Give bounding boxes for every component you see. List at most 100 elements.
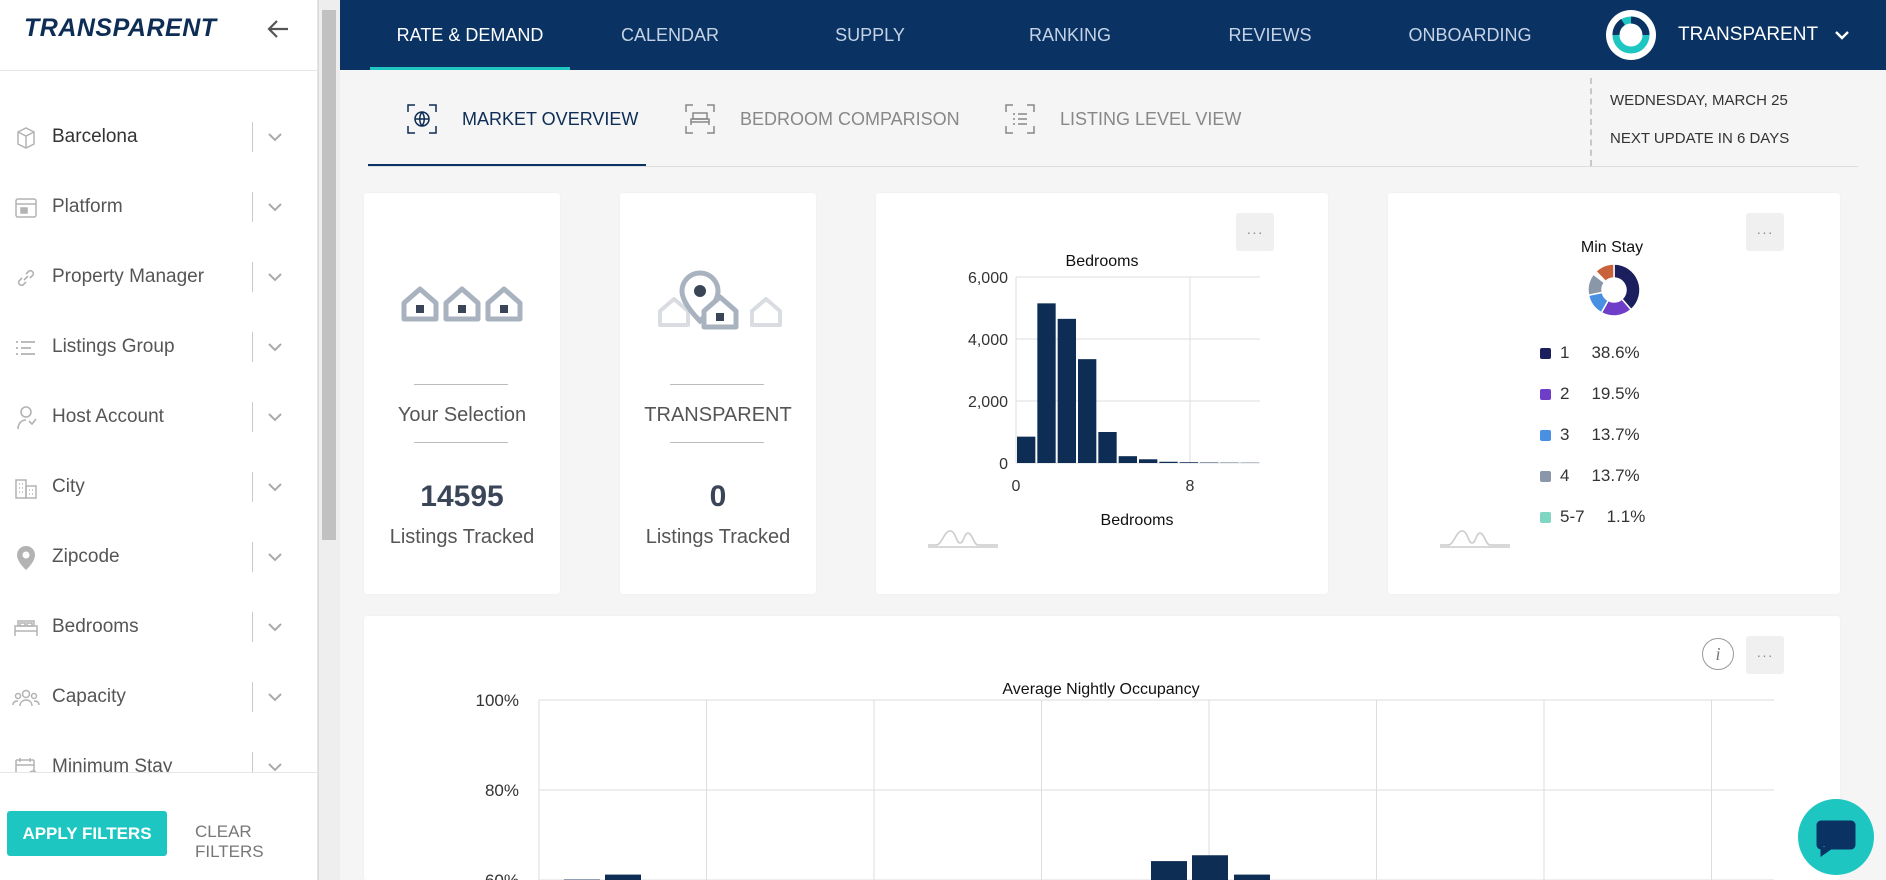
filter-bedrooms[interactable]: Bedrooms [0, 592, 318, 662]
tab-calendar[interactable]: CALENDAR [620, 24, 720, 45]
apply-filters-button[interactable]: APPLY FILTERS [7, 811, 167, 856]
sidebar-footer-divider [0, 772, 318, 773]
card-divider [414, 384, 508, 385]
user-icon [12, 406, 40, 430]
legend-swatch [1540, 470, 1551, 482]
filter-separator [252, 472, 253, 502]
filter-platform[interactable]: Platform [0, 172, 318, 242]
legend-item[interactable]: 1 38.6% [1540, 341, 1640, 365]
chat-button[interactable] [1798, 799, 1874, 875]
chevron-down-icon[interactable] [266, 618, 284, 636]
region-icon [12, 126, 40, 150]
scrollbar-thumb[interactable] [322, 10, 336, 540]
chevron-down-icon[interactable] [266, 758, 284, 772]
tab-listing-level-view[interactable]: LISTING LEVEL VIEW [1004, 100, 1241, 138]
filter-barcelona[interactable]: Barcelona [0, 102, 318, 172]
legend-item[interactable]: 4 13.7% [1540, 464, 1640, 488]
tab-bedroom-comparison[interactable]: BEDROOM COMPARISON [684, 100, 960, 138]
listings-count: 14595 [420, 480, 504, 513]
x-tick-label: 0 [1012, 478, 1021, 495]
x-axis-label: Bedrooms [1101, 512, 1174, 529]
occupancy-chart: Average Nightly Occupancy 100% 80% 60% [476, 681, 1774, 880]
y-tick-label: 0 [999, 456, 1008, 473]
filter-label: Zipcode [52, 546, 120, 567]
bar[interactable] [1139, 459, 1158, 463]
tab-onboarding[interactable]: ONBOARDING [1408, 24, 1532, 45]
tab-market-overview[interactable]: MARKET OVERVIEW [406, 100, 638, 138]
legend-item[interactable]: 5-7 1.1% [1540, 505, 1645, 529]
distribution-icon [1440, 530, 1510, 548]
bar[interactable] [1234, 874, 1270, 880]
houses-icon [401, 286, 523, 322]
chart-menu-button[interactable]: ··· [1236, 213, 1274, 251]
chart-title: Min Stay [1581, 239, 1643, 256]
legend-label: 5-7 [1560, 507, 1585, 526]
min-stay-chart-card: ··· Min Stay 1 38.6% 2 19.5% 3 13.7% 4 13.7% 5-7… [1388, 193, 1840, 594]
tab-reviews[interactable]: REVIEWS [1228, 24, 1312, 45]
listings-tracked-label: Listings Tracked [389, 526, 535, 548]
card-divider [414, 442, 508, 443]
account-name: TRANSPARENT [1678, 24, 1819, 45]
bar[interactable] [1159, 461, 1178, 463]
filter-separator [252, 542, 253, 572]
legend-item[interactable]: 8-301.1% [1540, 546, 1655, 547]
bar[interactable] [1179, 462, 1198, 463]
occupancy-chart-card: i ··· Average Nightly Occupancy 100% 80% 60… [364, 616, 1840, 880]
bedrooms-chart-card: ··· 0 2,000 4,000 6,000 0 8 Bedrooms Bedrooms [876, 193, 1328, 594]
chevron-down-icon[interactable] [266, 198, 284, 216]
filter-zipcode[interactable]: Zipcode [0, 522, 318, 592]
bed-icon [12, 616, 40, 640]
chart-menu-button[interactable]: ··· [1746, 213, 1784, 251]
legend-value: 13.7% [1591, 425, 1640, 444]
bar[interactable] [1151, 861, 1187, 880]
sub-navigation: MARKET OVERVIEW BEDROOM COMPARISON LISTI… [368, 70, 1858, 168]
chevron-down-icon[interactable] [266, 268, 284, 286]
filter-city[interactable]: City [0, 452, 318, 522]
filter-capacity[interactable]: Capacity [0, 662, 318, 732]
bar[interactable] [605, 874, 641, 880]
legend-value: 19.5% [1591, 384, 1640, 403]
tab-ranking[interactable]: RANKING [1028, 24, 1111, 45]
bar[interactable] [1118, 456, 1137, 463]
chevron-down-icon[interactable] [266, 128, 284, 146]
chevron-down-icon[interactable] [266, 548, 284, 566]
y-tick-label: 80% [485, 781, 519, 800]
bar[interactable] [1078, 359, 1097, 463]
pie-slice[interactable] [1594, 263, 1615, 283]
account-menu[interactable]: TRANSPARENT [1606, 0, 1850, 70]
bar[interactable] [1037, 303, 1056, 463]
bar[interactable] [1098, 432, 1117, 463]
tab-supply[interactable]: SUPPLY [835, 24, 905, 45]
chevron-down-icon[interactable] [266, 688, 284, 706]
card-divider [670, 442, 764, 443]
filter-property-manager[interactable]: Property Manager [0, 242, 318, 312]
legend-label: 2 [1560, 384, 1570, 403]
legend-swatch [1540, 347, 1551, 359]
app-logo: TRANSPARENT [24, 14, 217, 42]
legend-item[interactable]: 2 19.5% [1540, 382, 1640, 406]
filter-minimum-stay[interactable]: Minimum Stay [0, 732, 318, 772]
info-icon[interactable]: i [1702, 638, 1734, 670]
filter-separator [252, 192, 253, 222]
collapse-sidebar-button[interactable] [264, 14, 292, 44]
chevron-down-icon[interactable] [266, 408, 284, 426]
tab-rate-demand[interactable]: RATE & DEMAND [370, 0, 570, 70]
filter-listings-group[interactable]: Listings Group [0, 312, 318, 382]
chart-title: Average Nightly Occupancy [1002, 681, 1199, 698]
top-navigation: RATE & DEMAND CALENDAR SUPPLY RANKING RE… [340, 0, 1886, 70]
card-title: TRANSPARENT [644, 404, 792, 426]
legend-item[interactable]: 3 13.7% [1540, 423, 1640, 447]
x-tick-label: 8 [1186, 478, 1195, 495]
chart-menu-button[interactable]: ··· [1746, 636, 1784, 674]
clear-filters-button[interactable]: CLEAR FILTERS [195, 822, 264, 861]
chevron-down-icon[interactable] [266, 478, 284, 496]
filter-host-account[interactable]: Host Account [0, 382, 318, 452]
bar[interactable] [1057, 318, 1076, 463]
bar[interactable] [1017, 436, 1036, 463]
filter-label: City [52, 476, 85, 497]
bar[interactable] [1192, 855, 1228, 880]
chevron-down-icon[interactable] [266, 338, 284, 356]
legend-value: 1.1% [1606, 507, 1646, 526]
update-info: WEDNESDAY, MARCH 25 NEXT UPDATE IN 6 DAY… [1590, 78, 1850, 166]
sidebar-scrollbar[interactable] [318, 0, 340, 880]
